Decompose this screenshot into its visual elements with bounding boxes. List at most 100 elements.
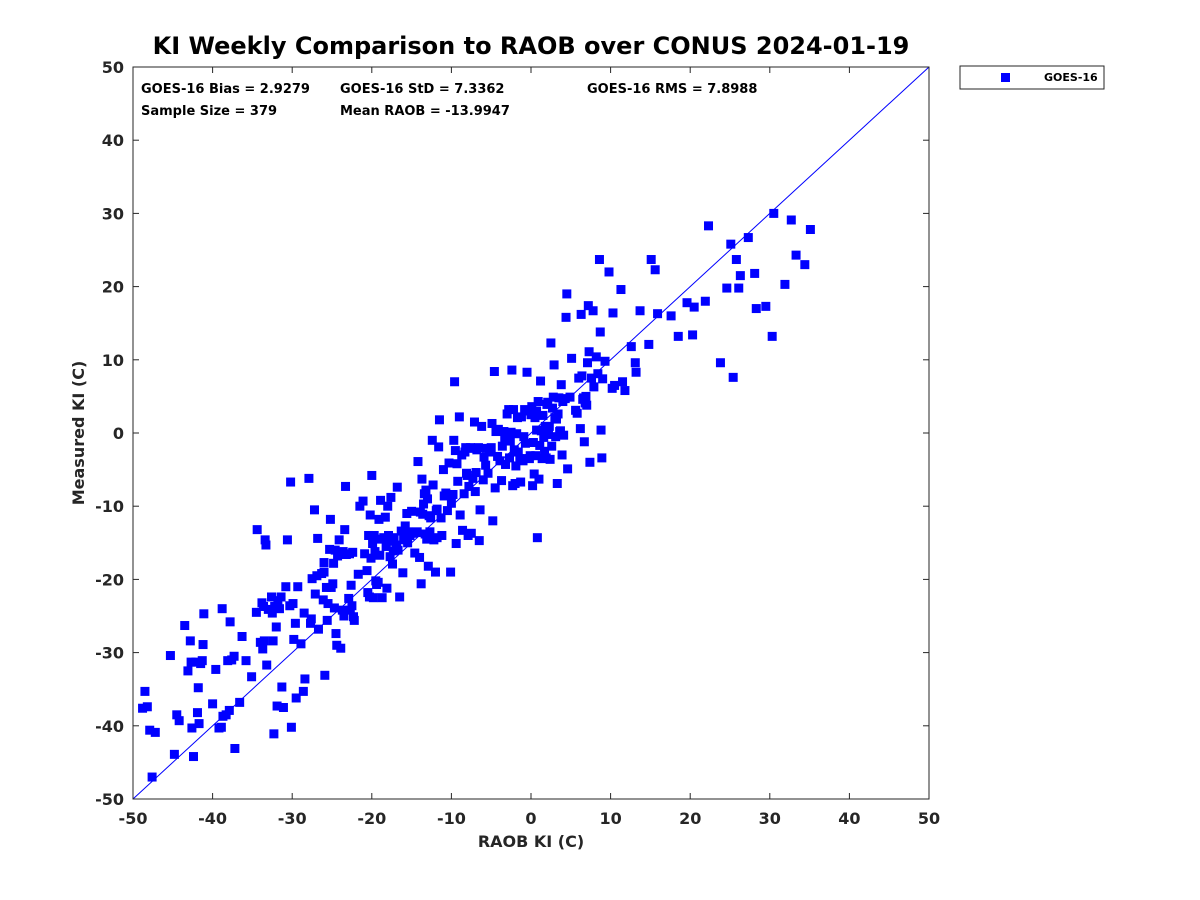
data-point [567,353,577,363]
data-point [565,392,575,402]
data-point [504,405,514,415]
y-tick-label: -50 [95,790,124,809]
data-point [650,265,660,275]
data-point [417,474,427,484]
data-point [426,513,436,523]
data-point [510,479,520,489]
data-point [437,530,447,540]
data-point [252,525,262,535]
data-point [428,480,438,490]
x-tick-label: 50 [918,809,940,828]
data-point [423,494,433,504]
data-point [360,549,370,559]
data-point [388,546,398,556]
data-point [544,429,554,439]
data-point [442,506,452,516]
data-point [631,367,641,377]
data-point [454,412,464,422]
data-point [193,683,203,693]
data-point [309,505,319,515]
data-point [556,380,566,390]
data-point [185,636,195,646]
data-point [422,534,432,544]
data-point [336,643,346,653]
data-point [368,539,378,549]
data-point [493,424,503,434]
chart-title: KI Weekly Comparison to RAOB over CONUS … [153,32,910,60]
data-points [138,208,815,782]
data-point [459,489,469,499]
data-point [380,512,390,522]
data-point [269,729,279,739]
data-point [528,438,538,448]
data-point [470,487,480,497]
data-point [320,670,330,680]
data-point [379,533,389,543]
data-point [540,446,550,456]
data-point [386,492,396,502]
data-point [286,477,296,487]
data-point [461,443,471,453]
data-point [479,452,489,462]
data-point [572,408,582,418]
data-point [188,752,198,762]
data-point [382,583,392,593]
data-point [536,376,546,386]
stat-sample-size: Sample Size = 379 [141,104,277,119]
data-point [561,312,571,322]
data-point [172,710,182,720]
data-point [331,629,341,639]
data-point [334,535,344,545]
data-point [268,636,278,646]
data-point [375,550,385,560]
data-point [722,283,732,293]
data-point [430,567,440,577]
data-point [682,298,692,308]
data-point [419,499,429,509]
data-point [501,459,511,469]
data-point [579,437,589,447]
y-tick-label: 20 [102,278,124,297]
data-point [483,468,493,478]
data-point [593,369,603,379]
data-point [267,592,277,602]
data-point [449,435,459,445]
data-point [393,545,403,555]
data-point [750,268,760,278]
y-tick-label: 50 [102,58,124,77]
data-point [533,397,543,407]
data-point [455,510,465,520]
x-tick-label: -10 [437,809,466,828]
data-point [477,421,487,431]
legend-label-goes-16: GOES-16 [1044,71,1098,84]
data-point [700,296,710,306]
x-tick-label: -50 [119,809,148,828]
data-point [586,373,596,383]
data-point [216,722,226,732]
data-point [367,470,377,480]
data-point [548,392,558,402]
data-point [446,567,456,577]
data-point [453,476,463,486]
data-point [237,631,247,641]
data-point [377,593,387,603]
x-tick-label: -40 [198,809,227,828]
data-point [369,530,379,540]
data-point [413,457,423,467]
data-point [462,470,472,480]
data-point [563,464,573,474]
data-point [583,301,593,311]
data-point [532,425,542,435]
data-point [527,402,537,412]
data-point [488,516,498,526]
data-point [281,582,291,592]
data-point [199,609,209,619]
data-point [140,686,150,696]
data-point [348,547,358,557]
data-point [528,481,538,491]
data-point [562,289,572,299]
data-point [235,697,245,707]
data-point [289,634,299,644]
